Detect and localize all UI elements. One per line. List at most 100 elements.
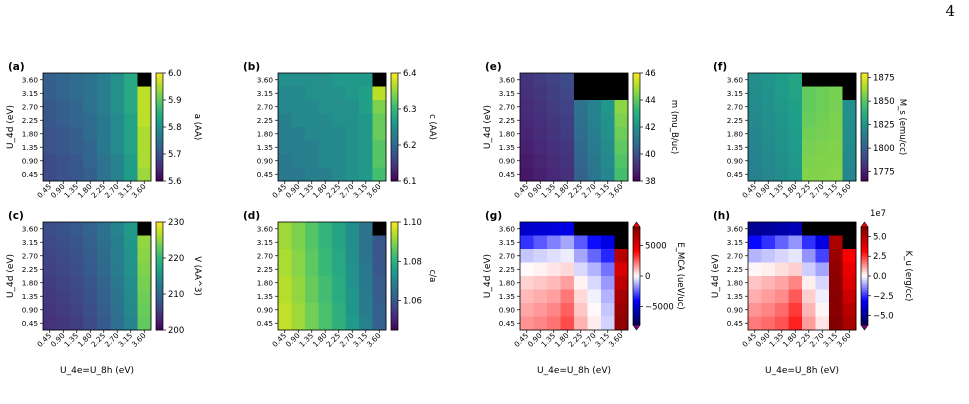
heatmap-cell [97, 127, 111, 141]
heatmap-cell [124, 114, 138, 128]
heatmap-cell [57, 317, 71, 331]
heatmap-cell [70, 222, 84, 236]
heatmap-cell [843, 276, 857, 290]
heatmap-cell [138, 87, 152, 101]
heatmap-cell [57, 290, 71, 304]
heatmap-cell [43, 87, 57, 101]
heatmap-cell [359, 303, 373, 317]
heatmap-cell [789, 127, 803, 141]
heatmap-cell [534, 276, 548, 290]
x-tick-label: 3.60 [365, 331, 383, 349]
heatmap-cell [332, 249, 346, 263]
heatmap-cell [43, 249, 57, 263]
heatmap-cell [346, 276, 360, 290]
colorbar-label: K_u (erg/cc) [903, 251, 913, 302]
heatmap-cell [124, 263, 138, 277]
heatmap-cell [574, 114, 588, 128]
heatmap-cell [43, 73, 57, 87]
heatmap-cell [70, 87, 84, 101]
heatmap-cell [359, 100, 373, 114]
heatmap-cell [829, 317, 843, 331]
heatmap-cell [111, 290, 125, 304]
heatmap-cell [278, 154, 292, 168]
heatmap-cell [762, 127, 776, 141]
heatmap-cell [278, 222, 292, 236]
heatmap-cell [319, 100, 333, 114]
heatmap-cell [84, 303, 98, 317]
heatmap-cell [292, 100, 306, 114]
heatmap-cell [346, 100, 360, 114]
heatmap-cell [547, 276, 561, 290]
heatmap-cell [843, 154, 857, 168]
heatmap-cell [278, 141, 292, 155]
heatmap-cell [547, 263, 561, 277]
heatmap-cell [601, 73, 615, 87]
heatmap-cell [615, 290, 629, 304]
heatmap-cell [84, 317, 98, 331]
heatmap-cell [588, 276, 602, 290]
y-tick-label: 0.45 [257, 319, 273, 328]
y-tick-label: 0.45 [499, 170, 515, 179]
heatmap-cell [520, 276, 534, 290]
colorbar-label: M_s (emu/cc) [897, 99, 907, 155]
heatmap-cell [615, 114, 629, 128]
heatmap-cell [84, 127, 98, 141]
heatmap-cell [588, 263, 602, 277]
heatmap-cell [561, 290, 575, 304]
heatmap-cell [789, 317, 803, 331]
heatmap-cell [97, 263, 111, 277]
heatmap-cell [615, 141, 629, 155]
y-tick-label: 1.80 [727, 129, 744, 138]
heatmap-cell [829, 154, 843, 168]
heatmap-cell [319, 168, 333, 182]
heatmap-cell [520, 303, 534, 317]
heatmap-cell [373, 263, 387, 277]
heatmap-cell [601, 222, 615, 236]
heatmap-cell [359, 290, 373, 304]
heatmap-cell [574, 303, 588, 317]
heatmap-cell [84, 100, 98, 114]
y-tick-label: 1.80 [257, 278, 274, 287]
heatmap-cell [829, 141, 843, 155]
heatmap-cell [97, 303, 111, 317]
heatmap-cell [534, 73, 548, 87]
heatmap-cell [292, 236, 306, 250]
y-tick-label: 1.80 [499, 129, 516, 138]
heatmap-cell [574, 290, 588, 304]
heatmap-cell [789, 73, 803, 87]
heatmap-cell [278, 276, 292, 290]
heatmap-cell [816, 290, 830, 304]
y-axis-label: U_4d (eV) [6, 254, 16, 298]
y-tick-label: 1.80 [499, 278, 516, 287]
heatmap-cell [802, 168, 816, 182]
colorbar-extend-min [633, 325, 640, 330]
heatmap-cell [359, 249, 373, 263]
y-tick-label: 3.60 [22, 224, 39, 233]
heatmap-cell [57, 263, 71, 277]
heatmap-cell [84, 222, 98, 236]
panel-label: (a) [8, 61, 25, 73]
heatmap-cell [748, 168, 762, 182]
heatmap-cell [373, 100, 387, 114]
heatmap-cell [547, 141, 561, 155]
heatmap-cell [84, 276, 98, 290]
panel-label: (b) [243, 61, 260, 73]
heatmap-cell [124, 249, 138, 263]
heatmap-cell [588, 303, 602, 317]
heatmap-cell [84, 87, 98, 101]
heatmap-cell [138, 263, 152, 277]
heatmap-cell [775, 290, 789, 304]
heatmap-cell [57, 222, 71, 236]
colorbar-tick-label: 1.10 [403, 218, 422, 228]
heatmap-cell [748, 303, 762, 317]
y-tick-label: 2.25 [257, 265, 273, 274]
heatmap-cell [332, 263, 346, 277]
heatmap-cell [829, 290, 843, 304]
heatmap-cell [70, 317, 84, 331]
heatmap-cell [802, 249, 816, 263]
heatmap-cell [520, 87, 534, 101]
heatmap-cell [615, 276, 629, 290]
heatmap-cell [588, 154, 602, 168]
x-tick-label: 3.60 [607, 331, 625, 349]
heatmap-cell [843, 87, 857, 101]
